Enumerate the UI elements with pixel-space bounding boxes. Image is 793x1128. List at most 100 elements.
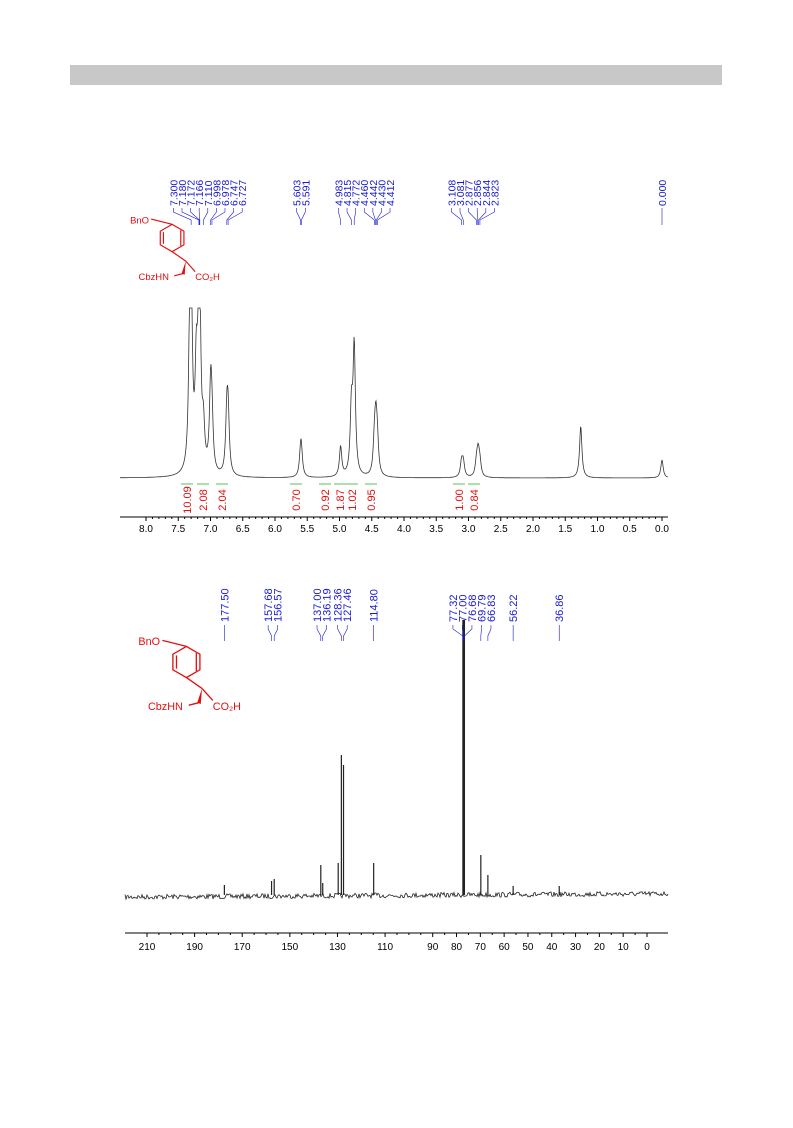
leader-line: [226, 208, 234, 225]
axis-label: 190: [186, 942, 203, 953]
peak-label: 69.79: [476, 594, 488, 622]
axis-label: 1.5: [558, 524, 572, 535]
peak-label: 6.747: [229, 180, 241, 206]
axis-label: 3.5: [429, 524, 443, 535]
peak-label: 7.300: [168, 180, 180, 206]
peak-label: 66.83: [486, 594, 498, 622]
axis-label: 80: [451, 942, 463, 953]
axis-label: 10: [618, 942, 630, 953]
axis-label: 0.0: [655, 524, 669, 535]
axis-label: 1.0: [591, 524, 605, 535]
peak-label: 2.856: [472, 180, 484, 206]
leader-line: [316, 625, 322, 641]
bond: [174, 273, 183, 277]
leader-line: [478, 208, 487, 225]
leader-line: [338, 208, 341, 225]
leader-line: [452, 625, 464, 641]
peak-label: 0.000: [657, 180, 669, 206]
peak-label: 7.180: [177, 180, 189, 206]
peak-label: 136.19: [322, 588, 334, 622]
integral-label: 1.87: [335, 489, 347, 510]
leader-line: [487, 625, 492, 641]
acid: CO₂H: [195, 272, 220, 283]
leader-line: [198, 208, 201, 225]
axis-label: 5.0: [333, 524, 347, 535]
axis-label: 170: [234, 942, 251, 953]
leader-line: [296, 208, 301, 225]
leader-line: [479, 208, 495, 225]
peak-label: 156.57: [273, 588, 285, 622]
axis-label: 4.0: [397, 524, 411, 535]
leader-line: [451, 208, 462, 225]
axis-label: 130: [329, 942, 346, 953]
leader-line: [322, 625, 327, 641]
leader-line: [337, 625, 342, 641]
peak-label: 4.983: [333, 180, 345, 206]
peak-label: 6.727: [237, 180, 249, 206]
axis-label: 210: [139, 942, 156, 953]
axis-label: 0.5: [623, 524, 637, 535]
bond: [188, 702, 199, 706]
peak-label: 77.32: [448, 594, 460, 622]
peak-label: 6.998: [211, 180, 223, 206]
substituent: BnO: [138, 636, 160, 648]
header-bar: [70, 65, 722, 85]
leader-line: [468, 208, 477, 225]
axis-label: 4.5: [365, 524, 379, 535]
leader-line: [353, 208, 356, 225]
leader-line: [462, 625, 464, 641]
leader-line: [181, 208, 200, 225]
axis-label: 2.0: [526, 524, 540, 535]
peak-label: 3.108: [446, 180, 458, 206]
axis-label: 40: [546, 942, 558, 953]
peak-label: 3.081: [455, 180, 467, 206]
integral-label: 0.84: [469, 489, 481, 510]
peak-label: 4.460: [359, 180, 371, 206]
axis-label: 150: [282, 942, 299, 953]
peak-label: 4.412: [385, 180, 397, 206]
leader-line: [190, 208, 200, 225]
baseline-noise: [124, 890, 669, 901]
axis-label: 30: [570, 942, 582, 953]
integral-label: 1.00: [454, 489, 466, 510]
integral-label: 10.09: [182, 486, 194, 514]
axis-label: 90: [427, 942, 439, 953]
peak-label: 127.46: [342, 588, 354, 622]
leader-line: [173, 208, 192, 225]
peak-label: 2.844: [481, 180, 493, 206]
peak-label: 4.430: [376, 180, 388, 206]
leader-line: [464, 625, 473, 641]
axis-label: 0: [644, 942, 650, 953]
bond: [171, 251, 187, 262]
integral-label: 2.04: [217, 489, 229, 510]
leader-line: [301, 208, 306, 225]
peak-label: 177.50: [219, 588, 231, 622]
axis-label: 6.5: [236, 524, 250, 535]
acid: CO₂H: [213, 701, 241, 713]
leader-line: [476, 208, 479, 225]
axis-label: 7.5: [171, 524, 185, 535]
peak-label: 157.68: [263, 588, 275, 622]
peak-label: 4.442: [368, 180, 380, 206]
peak-label: 2.823: [489, 180, 501, 206]
bond: [186, 677, 203, 689]
leader-line: [211, 208, 226, 225]
integral-label: 0.92: [320, 489, 332, 510]
peak-label: 77.00: [457, 594, 469, 622]
amine: CbzHN: [148, 701, 183, 713]
leader-line: [375, 208, 382, 225]
integral-label: 2.08: [198, 489, 210, 510]
axis-label: 8.0: [139, 524, 153, 535]
benzene-ring: [159, 223, 185, 253]
axis-label: 60: [499, 942, 511, 953]
leader-line: [480, 625, 482, 641]
peak-label: 76.68: [467, 594, 479, 622]
leader-line: [346, 208, 352, 225]
peak-label: 5.603: [292, 180, 304, 206]
bond: [150, 218, 173, 225]
spectrum-trace: [120, 307, 669, 479]
benzene-ring: [172, 645, 201, 679]
leader-line: [363, 208, 375, 225]
